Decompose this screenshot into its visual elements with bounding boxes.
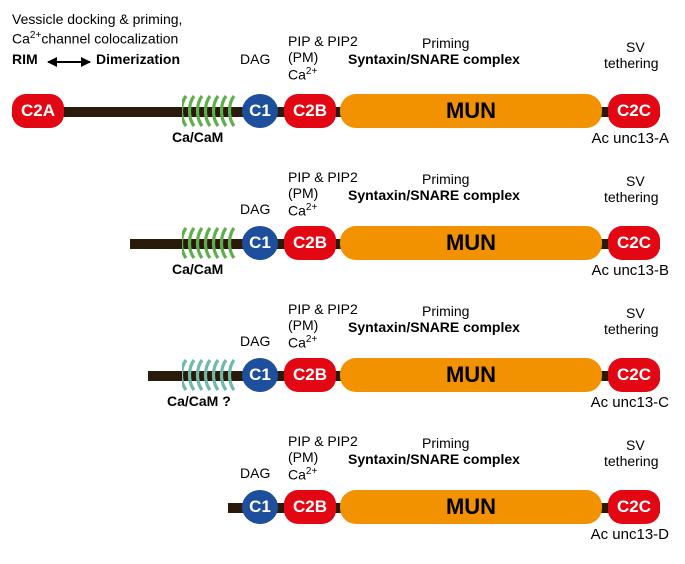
- pip-label-2: (PM): [288, 318, 318, 333]
- sv-label: SV: [626, 174, 645, 189]
- pip-label-2: (PM): [288, 50, 318, 65]
- dimerization-label: Dimerization: [96, 52, 180, 67]
- c1-domain: C1: [242, 490, 278, 524]
- isoform-name-a: Ac unc13-A: [591, 130, 669, 147]
- sv-label: SV: [626, 306, 645, 321]
- c2b-domain: C2B: [284, 226, 336, 260]
- dag-label: DAG: [240, 202, 270, 217]
- isoform-name-c: Ac unc13-C: [591, 394, 669, 411]
- pip-label-1: PIP & PIP2: [288, 34, 358, 49]
- isoform-row-b: DAG PIP & PIP2 (PM) Ca2+ Priming Syntaxi…: [12, 170, 673, 284]
- rim-label: RIM: [12, 52, 38, 67]
- mun-domain: MUN: [340, 490, 602, 524]
- dimerization-arrow: [48, 61, 90, 63]
- c2b-domain: C2B: [284, 358, 336, 392]
- priming-label: Priming: [422, 172, 469, 187]
- mun-domain: MUN: [340, 94, 602, 128]
- pip-label-1: PIP & PIP2: [288, 170, 358, 185]
- cacam-label: Ca/CaM: [172, 262, 223, 277]
- c1-domain: C1: [242, 358, 278, 392]
- pip-label-2: (PM): [288, 450, 318, 465]
- tethering-label: tethering: [604, 190, 658, 205]
- tethering-label: tethering: [604, 56, 658, 71]
- cacam-label-q: Ca/CaM ?: [167, 394, 231, 409]
- c2c-domain: C2C: [608, 358, 660, 392]
- ca-label: Ca2+: [288, 334, 317, 351]
- priming-label: Priming: [422, 36, 469, 51]
- bottom-labels-a: Ca/CaM: [12, 130, 673, 152]
- dag-label: DAG: [240, 334, 270, 349]
- c2a-domain: C2A: [12, 94, 64, 128]
- sv-label: SV: [626, 438, 645, 453]
- priming-label: Priming: [422, 436, 469, 451]
- c2b-domain: C2B: [284, 94, 336, 128]
- pip-label-1: PIP & PIP2: [288, 302, 358, 317]
- mun-domain: MUN: [340, 358, 602, 392]
- c2c-domain: C2C: [608, 226, 660, 260]
- bar-area-b: C1 C2B MUN C2C: [12, 224, 673, 262]
- sv-label: SV: [626, 40, 645, 55]
- snare-label: Syntaxin/SNARE complex: [348, 320, 520, 335]
- top-labels-c: DAG PIP & PIP2 (PM) Ca2+ Priming Syntaxi…: [12, 302, 673, 356]
- snare-label: Syntaxin/SNARE complex: [348, 188, 520, 203]
- top-labels-b: DAG PIP & PIP2 (PM) Ca2+ Priming Syntaxi…: [12, 170, 673, 224]
- top-labels-a: Vessicle docking & priming, Ca2+channel …: [12, 12, 673, 92]
- dag-label: DAG: [240, 52, 270, 67]
- c1-domain: C1: [242, 226, 278, 260]
- pip-label-2: (PM): [288, 186, 318, 201]
- vesicle-label-line1: Vessicle docking & priming,: [12, 12, 182, 27]
- top-labels-d: DAG PIP & PIP2 (PM) Ca2+ Priming Syntaxi…: [12, 434, 673, 488]
- cacam-label: Ca/CaM: [172, 130, 223, 145]
- bar-area-d: C1 C2B MUN C2C: [12, 488, 673, 526]
- cacam-coil-icon: [182, 226, 238, 260]
- bar-area-c: C1 C2B MUN C2C: [12, 356, 673, 394]
- snare-label: Syntaxin/SNARE complex: [348, 52, 520, 67]
- isoform-row-d: DAG PIP & PIP2 (PM) Ca2+ Priming Syntaxi…: [12, 434, 673, 552]
- bottom-labels-b: Ca/CaM: [12, 262, 673, 284]
- priming-label: Priming: [422, 304, 469, 319]
- isoform-name-b: Ac unc13-B: [591, 262, 669, 279]
- c1-domain: C1: [242, 94, 278, 128]
- c2c-domain: C2C: [608, 94, 660, 128]
- isoform-name-d: Ac unc13-D: [591, 526, 669, 543]
- bar-area-a: C2A C1 C2B MUN C2C: [12, 92, 673, 130]
- c2c-domain: C2C: [608, 490, 660, 524]
- isoform-row-c: DAG PIP & PIP2 (PM) Ca2+ Priming Syntaxi…: [12, 302, 673, 416]
- snare-label: Syntaxin/SNARE complex: [348, 452, 520, 467]
- tethering-label: tethering: [604, 454, 658, 469]
- protein-domain-diagram: Vessicle docking & priming, Ca2+channel …: [12, 12, 673, 552]
- mun-domain: MUN: [340, 226, 602, 260]
- pip-label-1: PIP & PIP2: [288, 434, 358, 449]
- ca-label: Ca2+: [288, 466, 317, 483]
- bottom-labels-c: Ca/CaM ?: [12, 394, 673, 416]
- isoform-row-a: Vessicle docking & priming, Ca2+channel …: [12, 12, 673, 152]
- cacam-coil-icon: [182, 94, 238, 128]
- c2b-domain: C2B: [284, 490, 336, 524]
- tethering-label: tethering: [604, 322, 658, 337]
- ca-label: Ca2+: [288, 202, 317, 219]
- cacam-coil-icon: [182, 358, 238, 392]
- ca-label: Ca2+: [288, 66, 317, 83]
- vesicle-label-line2: Ca2+channel colocalization: [12, 30, 178, 47]
- dag-label: DAG: [240, 466, 270, 481]
